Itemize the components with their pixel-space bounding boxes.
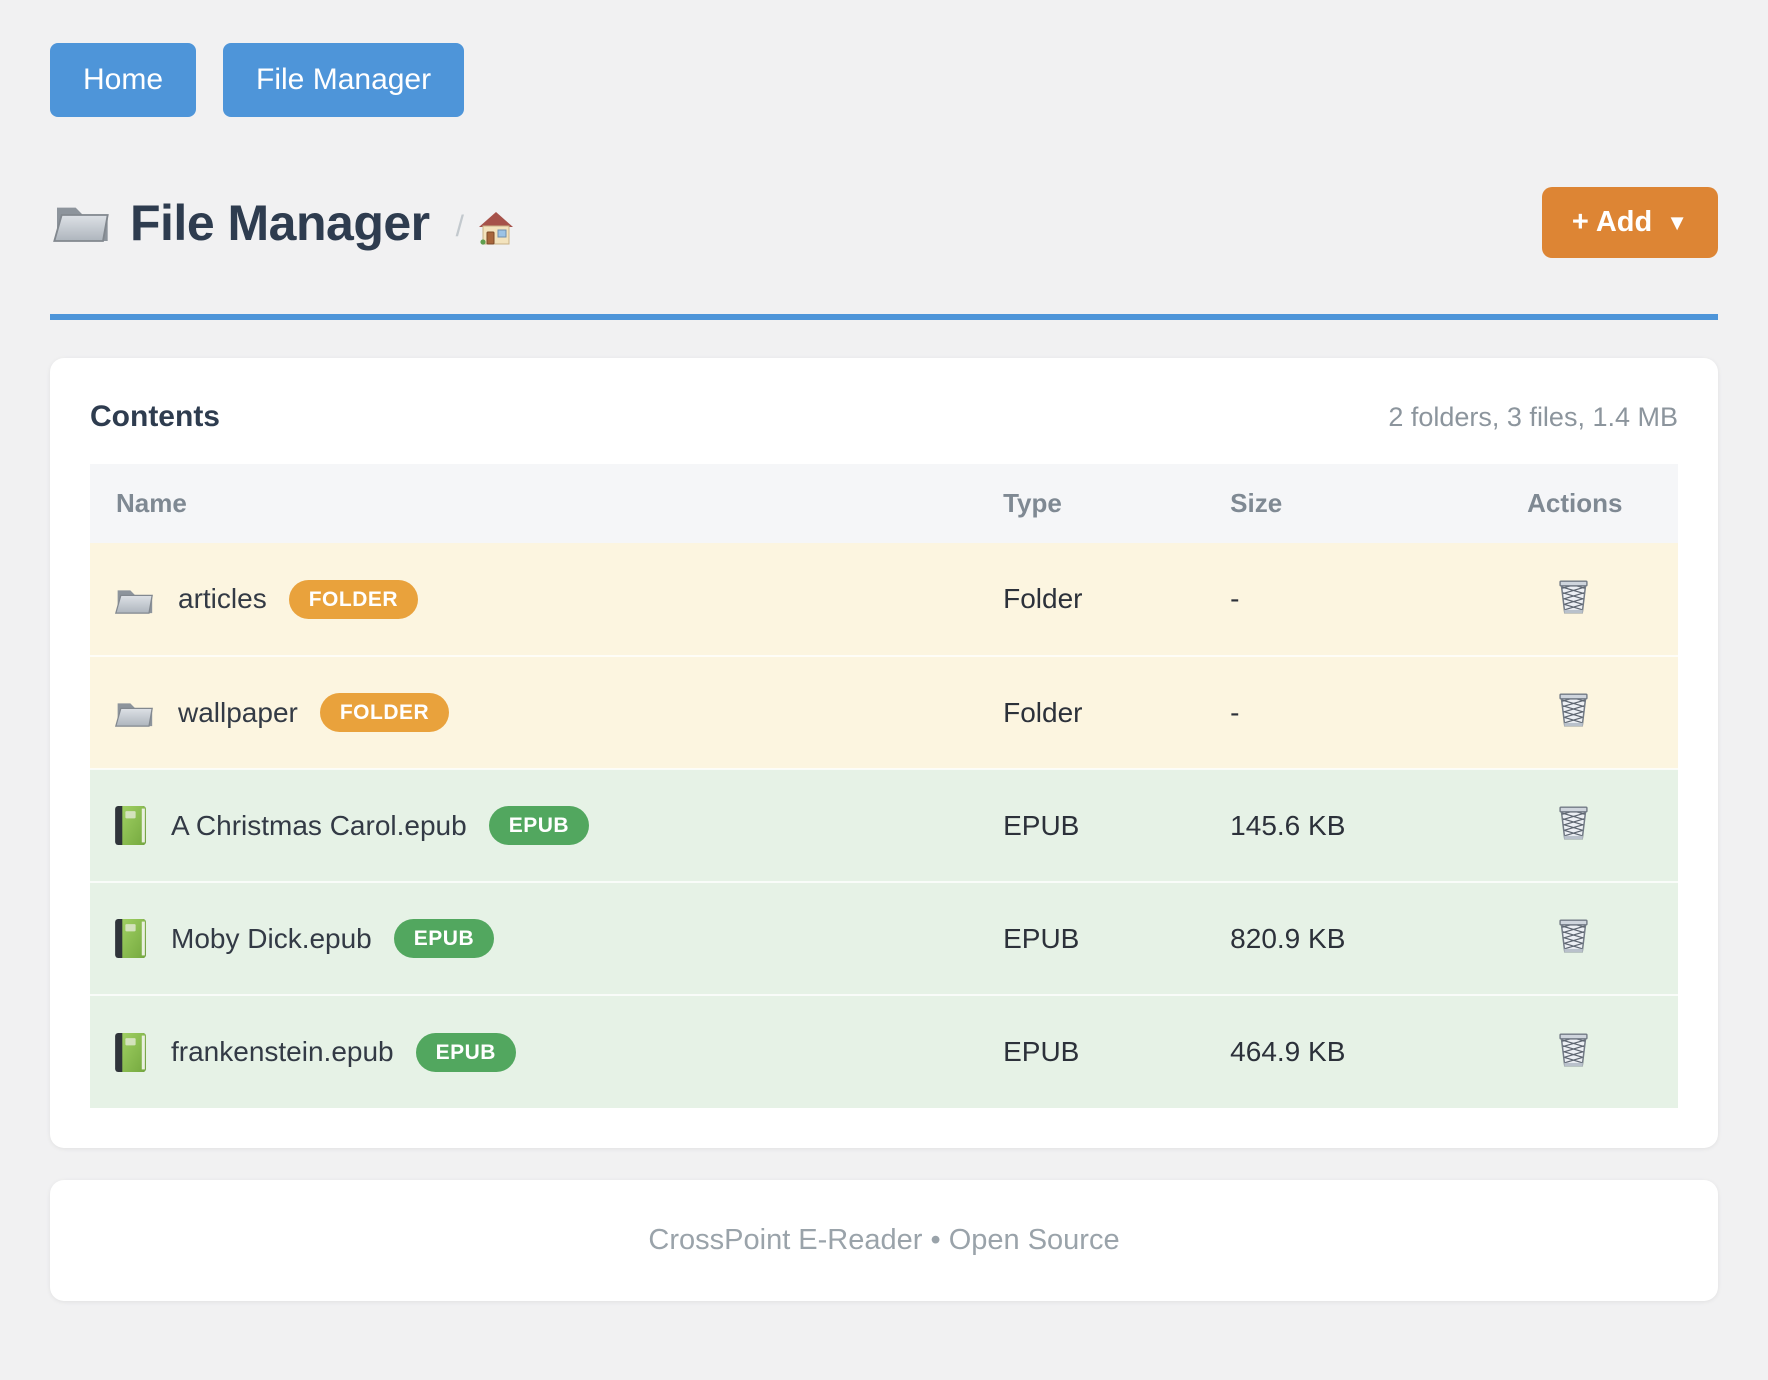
page-title: File Manager	[130, 194, 430, 251]
table-row[interactable]: frankenstein.epub EPUB EPUB 464.9 KB	[90, 994, 1678, 1108]
file-manager-nav-button[interactable]: File Manager	[223, 43, 465, 117]
breadcrumb-separator: /	[455, 209, 464, 243]
file-type-badge: EPUB	[393, 919, 495, 958]
table-row[interactable]: Moby Dick.epub EPUB EPUB 820.9 KB	[90, 881, 1678, 995]
size-cell: -	[1230, 583, 1240, 614]
column-header-name: Name	[90, 464, 1004, 543]
folder-icon	[114, 583, 154, 616]
file-table: Name Type Size Actions articles FOLDER F…	[90, 464, 1678, 1108]
footer-card: CrossPoint E-Reader • Open Source	[50, 1180, 1718, 1301]
add-button[interactable]: + Add ▼	[1541, 187, 1718, 258]
file-name[interactable]: wallpaper	[178, 696, 298, 728]
trash-icon	[1555, 689, 1592, 729]
contents-title: Contents	[90, 400, 220, 433]
trash-icon	[1555, 576, 1592, 616]
type-cell: EPUB	[1003, 768, 1231, 882]
size-cell: 145.6 KB	[1230, 768, 1528, 882]
green-book-icon	[114, 805, 147, 846]
size-cell: -	[1230, 655, 1528, 769]
size-cell: 820.9 KB	[1230, 881, 1528, 995]
delete-button[interactable]	[1555, 689, 1592, 729]
type-cell: Folder	[1003, 655, 1231, 769]
add-button-label: + Add	[1571, 206, 1653, 238]
file-name[interactable]: A Christmas Carol.epub	[171, 809, 467, 841]
top-nav: Home File Manager	[50, 0, 1718, 117]
contents-card: Contents 2 folders, 3 files, 1.4 MB Name…	[50, 358, 1718, 1148]
green-book-icon	[114, 918, 147, 959]
file-manager-page: Home File Manager File Manager / + Add ▼…	[50, 0, 1718, 1301]
delete-button[interactable]	[1555, 802, 1592, 842]
file-type-badge: FOLDER	[319, 693, 450, 732]
trash-icon	[1555, 802, 1592, 842]
table-header-row: Name Type Size Actions	[90, 464, 1678, 543]
delete-button[interactable]	[1555, 1029, 1592, 1069]
delete-button[interactable]	[1555, 576, 1592, 616]
folder-icon	[114, 696, 154, 729]
type-cell: Folder	[1003, 583, 1083, 614]
trash-icon	[1555, 915, 1592, 955]
table-body: articles FOLDER Folder - wallpaper	[90, 543, 1678, 1108]
table-row[interactable]: articles FOLDER Folder -	[90, 543, 1678, 656]
page-header: File Manager / + Add ▼	[50, 187, 1718, 258]
column-header-actions: Actions	[1527, 464, 1678, 543]
type-cell: EPUB	[1003, 881, 1231, 995]
column-header-size: Size	[1230, 464, 1528, 543]
file-name[interactable]: articles	[178, 583, 267, 614]
page-title-group: File Manager /	[50, 194, 514, 252]
contents-card-header: Contents 2 folders, 3 files, 1.4 MB	[90, 400, 1678, 434]
caret-down-icon: ▼	[1666, 209, 1688, 235]
table-row[interactable]: A Christmas Carol.epub EPUB EPUB 145.6 K…	[90, 768, 1678, 882]
house-icon[interactable]	[478, 211, 514, 245]
file-name[interactable]: Moby Dick.epub	[171, 922, 372, 954]
file-type-badge: EPUB	[415, 1032, 516, 1072]
green-book-icon	[114, 1032, 147, 1073]
header-divider	[50, 314, 1718, 320]
file-type-badge: FOLDER	[288, 579, 419, 619]
table-row[interactable]: wallpaper FOLDER Folder -	[90, 655, 1678, 769]
column-header-type: Type	[1003, 464, 1231, 543]
contents-summary: 2 folders, 3 files, 1.4 MB	[1388, 402, 1678, 432]
delete-button[interactable]	[1555, 915, 1592, 955]
footer-text: CrossPoint E-Reader • Open Source	[648, 1224, 1120, 1256]
file-type-badge: EPUB	[488, 806, 590, 845]
trash-icon	[1555, 1029, 1592, 1069]
file-name[interactable]: frankenstein.epub	[171, 1036, 394, 1067]
home-nav-button[interactable]: Home	[50, 43, 197, 117]
folder-icon	[50, 197, 112, 249]
size-cell: 464.9 KB	[1230, 994, 1528, 1108]
type-cell: EPUB	[1003, 994, 1231, 1108]
